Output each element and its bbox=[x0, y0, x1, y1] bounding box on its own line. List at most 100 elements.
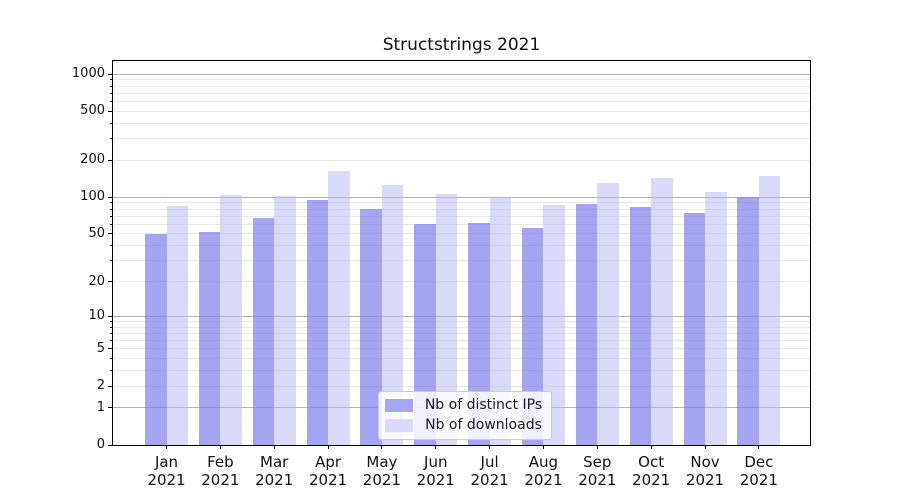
y-tick-label: 10 bbox=[88, 308, 105, 324]
bar-distinct-ips bbox=[521, 228, 544, 445]
gridline-minor bbox=[113, 202, 810, 204]
gridline-minor bbox=[113, 233, 810, 235]
gridline-minor bbox=[113, 92, 810, 94]
bar-distinct-ips bbox=[252, 217, 275, 445]
gridline-minor bbox=[113, 79, 810, 81]
bar-downloads bbox=[651, 177, 673, 445]
y-minor-tick-mark bbox=[110, 358, 112, 360]
bar-downloads bbox=[328, 171, 350, 445]
legend-label-distinct-ips: Nb of distinct IPs bbox=[424, 397, 543, 413]
y-minor-tick-mark bbox=[110, 260, 112, 262]
x-tick-label: Sep 2021 bbox=[565, 453, 629, 489]
x-tick-month: Jan bbox=[154, 453, 179, 471]
y-minor-tick-mark bbox=[110, 122, 112, 124]
x-tick-year: 2021 bbox=[416, 471, 455, 489]
y-tick-mark bbox=[108, 407, 112, 409]
x-tick-year: 2021 bbox=[578, 471, 617, 489]
y-tick-label: 1000 bbox=[71, 66, 105, 82]
legend-item-downloads: Nb of downloads bbox=[385, 417, 545, 433]
y-tick-mark bbox=[108, 385, 112, 387]
y-minor-tick-mark bbox=[110, 215, 112, 217]
bar-downloads bbox=[166, 205, 188, 445]
gridline-minor bbox=[113, 358, 810, 360]
x-tick-mark bbox=[596, 445, 598, 449]
bar-distinct-ips bbox=[683, 212, 705, 445]
y-tick-mark bbox=[108, 348, 112, 350]
gridline-minor bbox=[113, 223, 810, 225]
bar-downloads bbox=[220, 194, 242, 445]
x-tick-label: Feb 2021 bbox=[188, 453, 252, 489]
bar-downloads bbox=[274, 195, 296, 445]
y-minor-tick-mark bbox=[110, 223, 112, 225]
gridline-minor bbox=[113, 122, 810, 124]
y-minor-tick-mark bbox=[110, 138, 112, 140]
bar-downloads bbox=[381, 184, 404, 445]
gridline-minor bbox=[113, 215, 810, 217]
gridline-minor bbox=[113, 348, 810, 350]
chart-title: Structstrings 2021 bbox=[382, 35, 541, 55]
x-tick-year: 2021 bbox=[308, 471, 348, 489]
gridline-minor bbox=[113, 320, 810, 322]
bar-downloads bbox=[705, 192, 727, 445]
x-tick-label: Jan 2021 bbox=[135, 453, 199, 489]
gridline-minor bbox=[113, 370, 810, 372]
gridline-minor bbox=[113, 85, 810, 87]
bar-distinct-ips bbox=[468, 222, 490, 445]
bar-downloads bbox=[758, 176, 781, 445]
y-minor-tick-mark bbox=[110, 370, 112, 372]
x-tick-month: Apr bbox=[315, 453, 342, 471]
y-tick-mark bbox=[108, 315, 112, 317]
bar-distinct-ips bbox=[414, 223, 436, 445]
x-tick-year: 2021 bbox=[362, 471, 401, 489]
gridline-minor bbox=[113, 101, 810, 103]
x-tick-year: 2021 bbox=[255, 471, 294, 489]
plot-area: 0 1 2 5 10 20 50 100 200 500 1000 Jan 2021 Feb 2021 Mar… bbox=[72, 60, 811, 489]
x-tick-mark bbox=[219, 445, 221, 449]
y-tick-mark bbox=[108, 73, 112, 75]
x-tick-year: 2021 bbox=[201, 471, 240, 489]
x-tick-month: Feb bbox=[207, 453, 234, 471]
x-tick-mark bbox=[381, 445, 383, 449]
bar-downloads bbox=[435, 194, 458, 445]
legend-swatch-downloads bbox=[385, 418, 413, 432]
x-tick-label: Nov 2021 bbox=[673, 453, 737, 489]
y-tick-mark bbox=[108, 159, 112, 161]
gridline-minor bbox=[113, 385, 810, 387]
y-minor-tick-mark bbox=[110, 101, 112, 103]
x-tick-label: Mar 2021 bbox=[242, 453, 306, 489]
x-tick-year: 2021 bbox=[470, 471, 509, 489]
y-tick-mark bbox=[108, 196, 112, 198]
y-minor-tick-mark bbox=[110, 85, 112, 87]
gridline-minor bbox=[113, 110, 810, 112]
x-tick-label: Apr 2021 bbox=[296, 453, 360, 489]
bar-distinct-ips bbox=[360, 209, 382, 445]
x-tick-year: 2021 bbox=[739, 471, 778, 489]
y-minor-tick-mark bbox=[110, 340, 112, 342]
gridline-minor bbox=[113, 281, 810, 283]
legend: Nb of distinct IPs Nb of downloads bbox=[378, 391, 552, 440]
x-tick-mark bbox=[435, 445, 437, 449]
y-minor-tick-mark bbox=[110, 332, 112, 334]
y-tick-mark bbox=[108, 444, 112, 446]
x-tick-month: May bbox=[366, 453, 398, 471]
bar-distinct-ips bbox=[306, 200, 329, 445]
y-tick-mark bbox=[108, 110, 112, 112]
bar-downloads bbox=[597, 182, 619, 445]
x-tick-label: Aug 2021 bbox=[511, 453, 575, 489]
x-tick-mark bbox=[650, 445, 652, 449]
x-tick-label: Oct 2021 bbox=[619, 453, 683, 489]
x-tick-month: Oct bbox=[638, 453, 665, 471]
x-tick-year: 2021 bbox=[632, 471, 671, 489]
x-tick-month: Nov bbox=[690, 453, 720, 471]
y-tick-label: 5 bbox=[96, 340, 105, 356]
bar-downloads bbox=[489, 197, 512, 445]
legend-label-downloads: Nb of downloads bbox=[425, 417, 542, 433]
bar-distinct-ips bbox=[198, 231, 221, 445]
x-tick-mark bbox=[327, 445, 329, 449]
bar-distinct-ips bbox=[737, 197, 759, 445]
x-tick-month: Sep bbox=[583, 453, 612, 471]
x-tick-label: May 2021 bbox=[350, 453, 414, 489]
x-tick-year: 2021 bbox=[524, 471, 563, 489]
y-tick-label: 500 bbox=[80, 103, 105, 119]
